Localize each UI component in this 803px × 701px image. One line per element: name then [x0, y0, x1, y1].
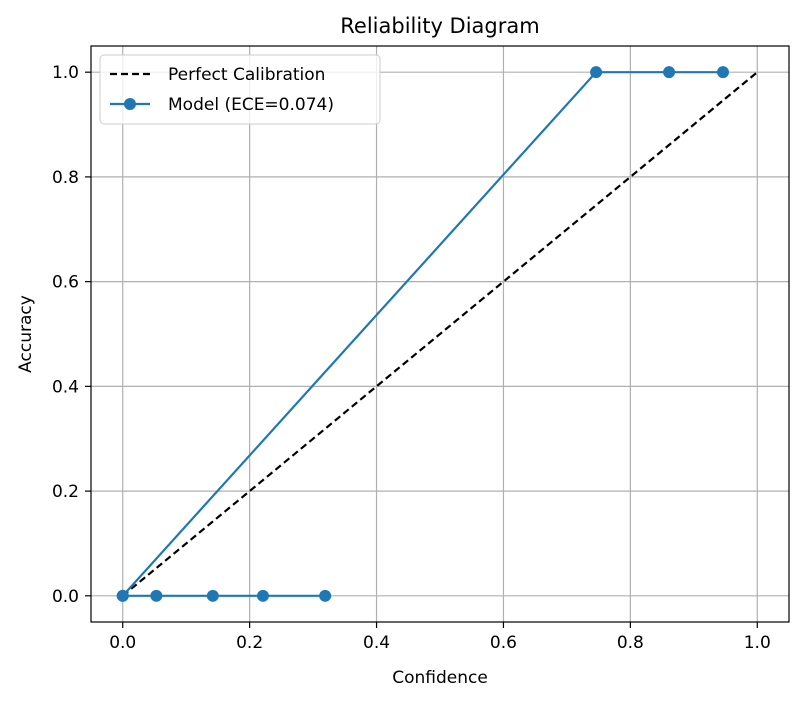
legend: Perfect Calibration Model (ECE=0.074) — [99, 54, 381, 125]
x-axis-label: Confidence — [392, 668, 488, 688]
legend-label-perfect: Perfect Calibration — [168, 65, 325, 85]
perfect-calibration-line — [122, 71, 758, 597]
model-point-1-3 — [717, 66, 730, 79]
legend-label-model: Model (ECE=0.074) — [168, 95, 334, 115]
model-point-0-1 — [150, 589, 163, 602]
x-tick-label-2: 0.4 — [363, 633, 390, 653]
y-axis-label: Accuracy — [16, 295, 36, 373]
model-point-0-2 — [206, 589, 219, 602]
model-point-1-1 — [590, 66, 603, 79]
y-tick-label-4: 0.8 — [52, 168, 79, 188]
model-point-0-3 — [256, 589, 269, 602]
y-tick-label-1: 0.2 — [52, 482, 79, 502]
x-tick-label-5: 1.0 — [744, 633, 771, 653]
y-tick-label-0: 0.0 — [52, 587, 79, 607]
x-tick-label-1: 0.2 — [236, 633, 263, 653]
model-point-0-4 — [319, 589, 332, 602]
x-tick-label-0: 0.0 — [109, 633, 136, 653]
y-tick-label-5: 1.0 — [52, 63, 79, 83]
model-point-1-0 — [116, 589, 129, 602]
y-tick-label-3: 0.6 — [52, 273, 79, 293]
x-tick-label-3: 0.6 — [490, 633, 517, 653]
legend-marker-model — [124, 98, 136, 110]
axis-ticks: 0.0 0.2 0.4 0.6 0.8 1.0 0.0 0.2 0.4 0.6 0.8 1.0 — [52, 63, 771, 653]
legend-box — [99, 54, 381, 125]
y-tick-label-2: 0.4 — [52, 377, 79, 397]
model-line-segment-1 — [121, 71, 724, 597]
series-layer — [116, 66, 758, 602]
x-tick-label-4: 0.8 — [617, 633, 644, 653]
model-point-1-2 — [663, 66, 676, 79]
plot-frame — [90, 45, 790, 623]
chart-title: Reliability Diagram — [340, 14, 539, 38]
